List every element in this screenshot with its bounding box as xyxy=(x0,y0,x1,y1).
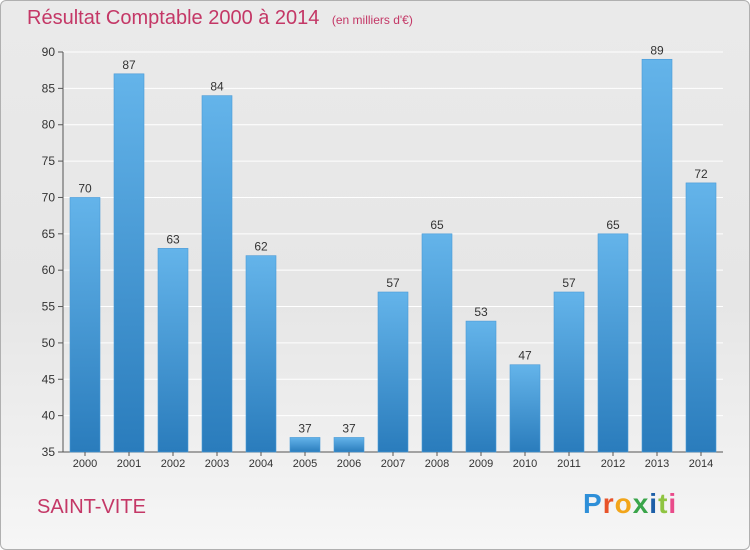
bar xyxy=(641,58,673,453)
data-label: 72 xyxy=(694,167,708,181)
data-label: 47 xyxy=(518,349,532,363)
logo-letter: i xyxy=(649,488,659,519)
y-tick-label: 40 xyxy=(42,409,56,423)
x-tick-label: 2002 xyxy=(161,458,185,470)
x-tick-label: 2000 xyxy=(73,458,97,470)
x-tick-label: 2005 xyxy=(293,458,317,470)
x-tick-label: 2006 xyxy=(337,458,361,470)
bar xyxy=(69,197,101,453)
data-label: 57 xyxy=(386,276,400,290)
data-label: 84 xyxy=(210,80,224,94)
bar xyxy=(245,255,277,453)
y-tick-label: 35 xyxy=(42,445,56,459)
bar xyxy=(465,320,497,453)
logo-letter: t xyxy=(658,488,669,519)
logo-letter: x xyxy=(632,488,650,519)
bar xyxy=(289,437,321,453)
data-label: 53 xyxy=(474,305,488,319)
data-label: 65 xyxy=(606,218,620,232)
bar xyxy=(553,291,585,453)
logo-letter: r xyxy=(602,488,615,519)
chart-unit: (en milliers d'€) xyxy=(331,13,413,27)
logo-letter: P xyxy=(583,488,603,519)
y-tick-label: 85 xyxy=(42,81,56,95)
bar xyxy=(157,248,189,453)
data-label: 63 xyxy=(166,232,180,246)
y-tick-label: 70 xyxy=(42,190,56,204)
proxiti-logo: Proxiti xyxy=(583,488,677,520)
x-tick-label: 2010 xyxy=(513,458,537,470)
data-label: 37 xyxy=(298,421,312,435)
x-tick-label: 2014 xyxy=(689,458,713,470)
data-label: 62 xyxy=(254,240,268,254)
chart-title: Résultat Comptable 2000 à 2014 xyxy=(27,7,320,29)
data-label: 89 xyxy=(650,43,664,57)
data-label: 37 xyxy=(342,421,356,435)
data-label: 57 xyxy=(562,276,576,290)
x-tick-label: 2011 xyxy=(557,458,581,470)
bar xyxy=(509,364,541,453)
x-tick-label: 2012 xyxy=(601,458,625,470)
x-tick-label: 2003 xyxy=(205,458,229,470)
data-label: 87 xyxy=(122,58,136,72)
logo-letter: i xyxy=(668,488,678,519)
bar xyxy=(333,437,365,453)
y-tick-label: 75 xyxy=(42,154,56,168)
y-tick-label: 90 xyxy=(42,45,56,59)
y-tick-label: 80 xyxy=(42,118,56,132)
y-tick-label: 55 xyxy=(42,300,56,314)
bar xyxy=(421,233,453,453)
y-tick-label: 65 xyxy=(42,227,56,241)
logo-letter: o xyxy=(614,488,633,519)
chart-title-block: Résultat Comptable 2000 à 2014 (en milli… xyxy=(27,7,413,30)
bar xyxy=(377,291,409,453)
y-tick-label: 60 xyxy=(42,263,56,277)
x-tick-label: 2009 xyxy=(469,458,493,470)
x-tick-label: 2008 xyxy=(425,458,449,470)
y-tick-label: 50 xyxy=(42,336,56,350)
bar xyxy=(597,233,629,453)
bar-chart: 35 40 45 50 55 60 65 70 75 80 85 90 70 2000 87 2001 63 20… xyxy=(42,43,723,470)
x-tick-label: 2004 xyxy=(249,458,273,470)
bar xyxy=(685,182,717,453)
x-tick-label: 2001 xyxy=(117,458,141,470)
x-tick-label: 2007 xyxy=(381,458,405,470)
bar xyxy=(201,95,233,453)
y-tick-label: 45 xyxy=(42,372,56,386)
data-label: 65 xyxy=(430,218,444,232)
bar xyxy=(113,73,145,453)
x-tick-label: 2013 xyxy=(645,458,669,470)
data-label: 70 xyxy=(78,181,92,195)
commune-name: SAINT-VITE xyxy=(37,496,146,518)
